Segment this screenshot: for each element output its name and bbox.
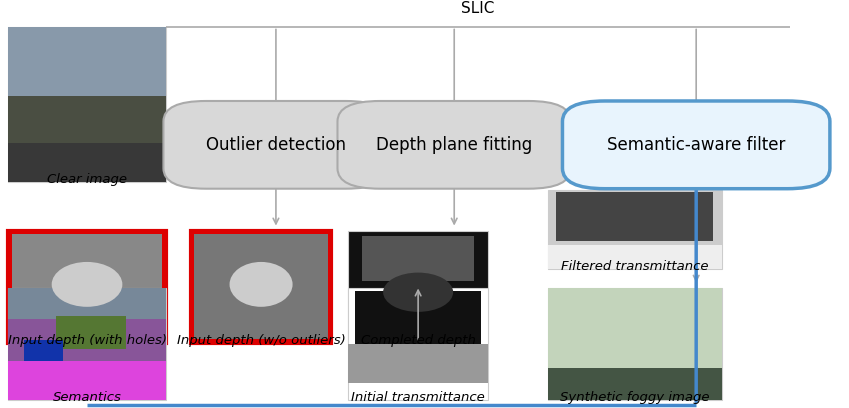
- Text: Initial transmittance: Initial transmittance: [351, 391, 485, 404]
- Text: Depth plane fitting: Depth plane fitting: [376, 136, 532, 154]
- Bar: [362, 236, 474, 281]
- Bar: [191, 231, 194, 343]
- Text: Input depth (with holes): Input depth (with holes): [8, 334, 166, 347]
- Text: Input depth (w/o outliers): Input depth (w/o outliers): [177, 334, 346, 347]
- Text: Clear image: Clear image: [47, 173, 127, 186]
- Text: Outlier detection: Outlier detection: [206, 136, 346, 154]
- Bar: [8, 288, 166, 400]
- Bar: [548, 288, 722, 400]
- FancyBboxPatch shape: [338, 101, 571, 188]
- Bar: [161, 231, 166, 343]
- Bar: [191, 339, 331, 343]
- FancyBboxPatch shape: [163, 101, 388, 188]
- Bar: [8, 231, 166, 343]
- Text: Semantics: Semantics: [53, 391, 121, 404]
- Bar: [8, 319, 166, 361]
- Bar: [348, 344, 488, 383]
- Bar: [191, 231, 331, 235]
- Bar: [8, 27, 166, 182]
- Bar: [548, 190, 722, 269]
- Ellipse shape: [229, 262, 293, 307]
- Bar: [191, 231, 331, 343]
- Bar: [556, 192, 713, 242]
- Text: Synthetic foggy image: Synthetic foggy image: [559, 391, 710, 404]
- Bar: [8, 231, 166, 235]
- Bar: [548, 368, 722, 400]
- Ellipse shape: [383, 273, 453, 312]
- Bar: [348, 231, 488, 343]
- Bar: [355, 291, 481, 344]
- Text: Completed depth: Completed depth: [361, 334, 475, 347]
- Text: Semantic-aware filter: Semantic-aware filter: [607, 136, 785, 154]
- Bar: [8, 96, 166, 143]
- Bar: [548, 246, 722, 269]
- Text: SLIC: SLIC: [461, 1, 494, 16]
- Bar: [8, 143, 166, 182]
- Text: Filtered transmittance: Filtered transmittance: [561, 260, 708, 273]
- Bar: [548, 288, 722, 400]
- Ellipse shape: [52, 262, 122, 307]
- Bar: [8, 339, 166, 343]
- Bar: [56, 316, 127, 349]
- Bar: [24, 340, 64, 361]
- Bar: [8, 27, 166, 96]
- Bar: [348, 288, 488, 400]
- Bar: [8, 231, 13, 343]
- Bar: [328, 231, 331, 343]
- Bar: [548, 288, 722, 400]
- Bar: [8, 288, 166, 319]
- FancyBboxPatch shape: [562, 101, 829, 188]
- Bar: [8, 361, 166, 400]
